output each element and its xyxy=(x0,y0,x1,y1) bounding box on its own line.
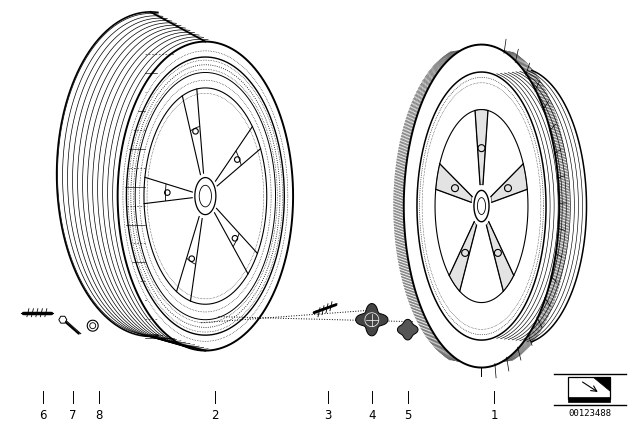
Text: 7: 7 xyxy=(69,409,77,422)
Text: 5: 5 xyxy=(404,409,412,422)
Polygon shape xyxy=(593,376,610,392)
Text: 00123488: 00123488 xyxy=(569,409,612,418)
Text: 2: 2 xyxy=(212,409,219,422)
Text: 6: 6 xyxy=(39,409,47,422)
Text: 4: 4 xyxy=(368,409,376,422)
Polygon shape xyxy=(491,164,527,202)
Polygon shape xyxy=(59,316,67,323)
Polygon shape xyxy=(436,164,472,202)
Polygon shape xyxy=(475,110,488,185)
Polygon shape xyxy=(568,376,610,400)
Text: 3: 3 xyxy=(324,409,332,422)
Bar xyxy=(568,397,610,402)
Polygon shape xyxy=(356,304,388,336)
Polygon shape xyxy=(486,222,514,291)
Polygon shape xyxy=(449,222,477,291)
Text: 8: 8 xyxy=(95,409,102,422)
Polygon shape xyxy=(397,319,418,340)
Text: 1: 1 xyxy=(491,409,498,422)
